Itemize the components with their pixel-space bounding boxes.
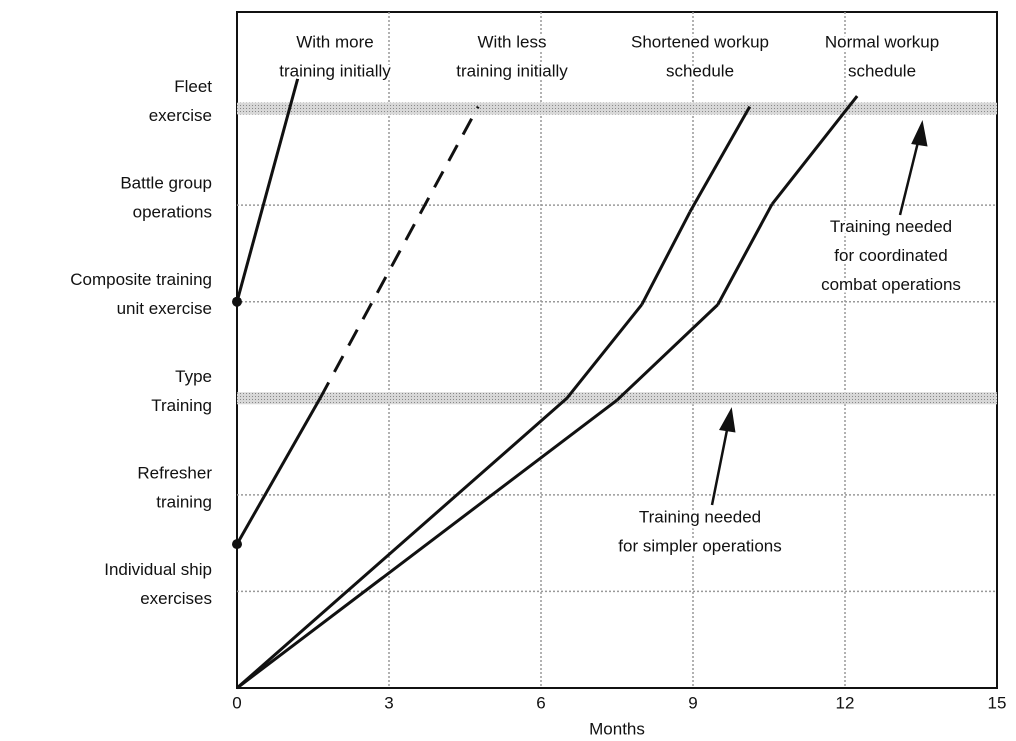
x-tick-label: 12 bbox=[836, 693, 855, 712]
line-segment bbox=[235, 70, 302, 303]
x-tick-label: 6 bbox=[536, 693, 545, 712]
y-tick-label: Battle group operations bbox=[120, 174, 212, 222]
y-tick-label: Composite training unit exercise bbox=[70, 271, 212, 319]
line-segment bbox=[236, 397, 568, 690]
line-segment bbox=[615, 303, 719, 402]
line-segment bbox=[318, 105, 480, 400]
annotation: Training needed for coordinated combat ope… bbox=[821, 217, 961, 294]
annotation-arrows bbox=[710, 120, 928, 506]
line-segment bbox=[688, 105, 752, 213]
line-segment bbox=[235, 397, 322, 545]
plot-frame bbox=[236, 11, 998, 689]
line-segment bbox=[640, 211, 692, 306]
annotation: Training needed for simpler operations bbox=[618, 508, 781, 556]
arrow-head bbox=[719, 407, 736, 433]
x-axis-label: Months bbox=[589, 719, 645, 738]
highlight-band bbox=[237, 102, 997, 115]
start-marker bbox=[232, 296, 242, 307]
y-tick-label: Type Training bbox=[151, 367, 212, 415]
arrow bbox=[710, 424, 730, 506]
x-tick-label: 3 bbox=[384, 693, 393, 712]
series-label: Shortened workup schedule bbox=[631, 33, 769, 81]
x-tick-label: 9 bbox=[688, 693, 697, 712]
arrow bbox=[898, 137, 921, 216]
series-label: With more training initially bbox=[279, 33, 391, 81]
line-segment bbox=[716, 203, 774, 306]
y-tick-label: Refresher training bbox=[137, 464, 212, 512]
y-tick-label: Individual ship exercises bbox=[104, 560, 212, 608]
series-label: With less training initially bbox=[456, 33, 568, 81]
x-tick-label: 15 bbox=[988, 693, 1007, 712]
series-label: Normal workup schedule bbox=[825, 33, 939, 81]
y-tick-label: Fleet exercise bbox=[149, 78, 213, 126]
x-tick-label: 0 bbox=[232, 693, 241, 712]
line-segment bbox=[236, 399, 618, 690]
arrow-head bbox=[911, 120, 928, 147]
line-segment bbox=[770, 95, 859, 206]
line-segment bbox=[565, 303, 643, 400]
start-marker bbox=[232, 539, 242, 550]
